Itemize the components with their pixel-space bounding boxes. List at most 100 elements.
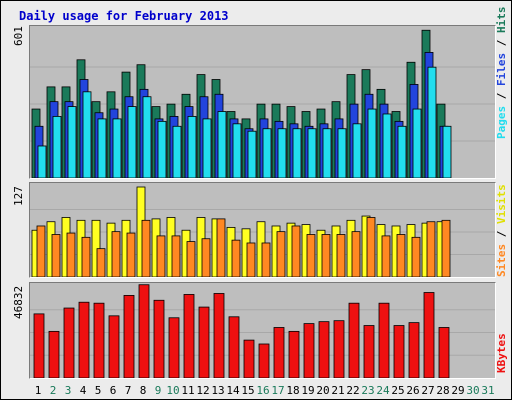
- kbytes-bar-day-17: [273, 327, 285, 378]
- legend-sep-2: /: [495, 33, 508, 53]
- visits-legend: Visits: [495, 184, 508, 224]
- kbytes-bar-day-26: [408, 322, 420, 378]
- kbytes-bar-day-7: [123, 295, 135, 378]
- pages-bar-day-14: [232, 123, 242, 178]
- sites-bar-day-15: [246, 242, 256, 277]
- sites-bar-day-27: [426, 221, 436, 277]
- hits-legend: Hits: [495, 6, 508, 34]
- visits-panel: [29, 182, 496, 278]
- sites-bar-day-11: [186, 241, 196, 277]
- kbytes-bar-day-10: [168, 317, 180, 378]
- x-tick-label-day-31: 31: [481, 384, 495, 397]
- visits-plot: [30, 186, 495, 277]
- sites-bar-day-17: [276, 231, 286, 277]
- kbytes-bar-day-24: [378, 302, 390, 378]
- x-tick-label-day-16: 16: [256, 384, 270, 397]
- pages-bar-day-20: [322, 128, 332, 178]
- pages-bar-day-15: [247, 130, 257, 178]
- hits-axis-label: Pages / Files / Hits: [495, 7, 508, 140]
- x-tick-label-day-1: 1: [34, 384, 42, 397]
- sites-bar-day-10: [171, 235, 181, 277]
- kbytes-bar-day-16: [258, 343, 270, 378]
- sites-bar-day-3: [66, 232, 76, 277]
- kbytes-panel: [29, 282, 496, 379]
- files-legend: Files: [495, 52, 508, 86]
- x-tick-label-day-25: 25: [391, 384, 405, 397]
- kbytes-bar-day-14: [228, 316, 240, 378]
- kbytes-plot: [30, 284, 495, 378]
- sites-bar-day-26: [411, 236, 421, 277]
- sites-bar-day-19: [306, 234, 316, 277]
- pages-bar-day-2: [52, 116, 62, 178]
- pages-bar-day-28: [442, 125, 452, 178]
- sites-bar-day-7: [126, 232, 136, 277]
- x-tick-label-day-21: 21: [331, 384, 345, 397]
- x-tick-label-day-18: 18: [286, 384, 300, 397]
- sites-bar-day-24: [381, 235, 391, 277]
- pages-bar-day-1: [37, 145, 47, 178]
- hits-panel: [29, 25, 496, 179]
- sites-bar-day-28: [441, 219, 451, 277]
- sites-bar-day-25: [396, 234, 406, 277]
- sites-bar-day-6: [111, 231, 121, 277]
- pages-legend: Pages: [495, 105, 508, 139]
- x-tick-label-day-14: 14: [226, 384, 240, 397]
- kbytes-bar-day-4: [78, 301, 90, 378]
- x-tick-label-day-4: 4: [79, 384, 87, 397]
- sites-bar-day-23: [366, 217, 376, 277]
- x-tick-label-day-29: 29: [451, 384, 465, 397]
- chart-title: Daily usage for February 2013: [19, 9, 229, 23]
- pages-bar-day-16: [262, 128, 272, 178]
- kbytes-bar-day-6: [108, 315, 120, 378]
- x-tick-label-day-26: 26: [406, 384, 420, 397]
- sites-bar-day-14: [231, 239, 241, 277]
- x-tick-label-day-12: 12: [196, 384, 210, 397]
- sites-bar-day-8: [141, 219, 151, 277]
- pages-bar-day-5: [97, 118, 107, 178]
- pages-bar-day-19: [307, 128, 317, 178]
- x-tick-label-day-23: 23: [361, 384, 375, 397]
- kbytes-bar-day-25: [393, 325, 405, 378]
- kbytes-bar-day-9: [153, 299, 165, 378]
- sites-bar-day-22: [351, 231, 361, 277]
- pages-bar-day-23: [367, 108, 377, 178]
- x-tick-label-day-6: 6: [109, 384, 117, 397]
- pages-bar-day-17: [277, 128, 287, 178]
- sites-bar-day-18: [291, 225, 301, 277]
- x-tick-label-day-2: 2: [49, 384, 57, 397]
- legend-sep-1: /: [495, 86, 508, 106]
- pages-bar-day-24: [382, 113, 392, 178]
- kbytes-bar-day-2: [48, 330, 60, 378]
- pages-bar-day-25: [397, 125, 407, 178]
- x-tick-label-day-20: 20: [316, 384, 330, 397]
- kbytes-bar-day-13: [213, 293, 225, 378]
- pages-bar-day-26: [412, 108, 422, 178]
- x-tick-label-day-27: 27: [421, 384, 435, 397]
- hits-max-label: 601: [12, 26, 25, 46]
- pages-bar-day-3: [67, 106, 77, 178]
- sites-bar-day-5: [96, 248, 106, 277]
- pages-bar-day-27: [427, 66, 437, 178]
- pages-bar-day-4: [82, 91, 92, 178]
- kbytes-bar-day-28: [438, 327, 450, 378]
- sites-legend: Sites: [495, 243, 508, 277]
- sites-bar-day-13: [216, 218, 226, 277]
- kbytes-bar-day-1: [33, 313, 45, 378]
- x-tick-label-day-5: 5: [94, 384, 102, 397]
- kbytes-bar-day-11: [183, 294, 195, 378]
- x-tick-label-day-17: 17: [271, 384, 285, 397]
- kbytes-bar-day-19: [303, 323, 315, 378]
- kbytes-bar-day-18: [288, 330, 300, 378]
- sites-bar-day-9: [156, 235, 166, 277]
- x-tick-label-day-13: 13: [211, 384, 225, 397]
- kbytes-bar-day-21: [333, 320, 345, 378]
- sites-bar-day-16: [261, 242, 271, 277]
- x-tick-label-day-7: 7: [124, 384, 132, 397]
- pages-bar-day-13: [217, 111, 227, 178]
- legend-sep-3: /: [495, 224, 508, 244]
- x-tick-label-day-10: 10: [166, 384, 180, 397]
- x-tick-label-day-30: 30: [466, 384, 480, 397]
- x-tick-label-day-19: 19: [301, 384, 315, 397]
- sites-bar-day-2: [51, 234, 61, 277]
